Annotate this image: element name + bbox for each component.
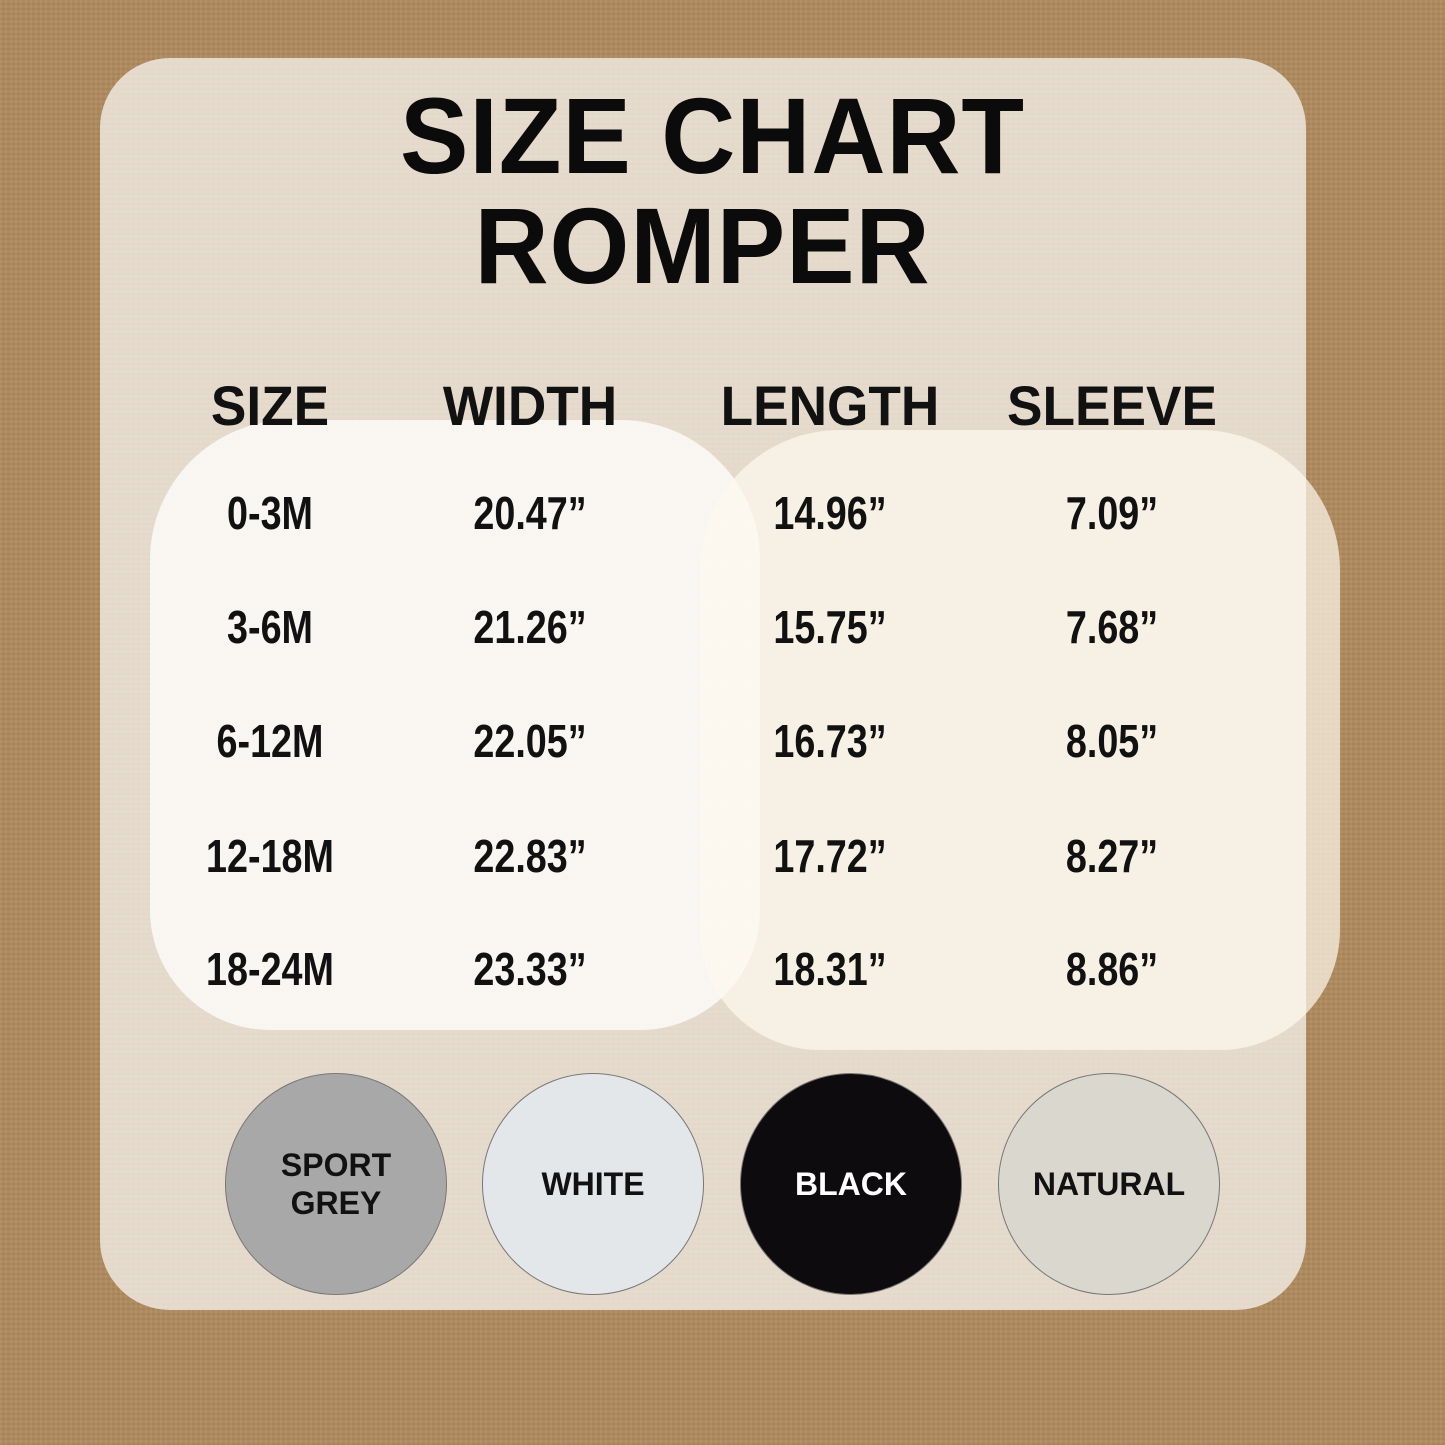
- swatch-label-line1: WHITE: [541, 1165, 645, 1202]
- cell-size: 3-6M: [227, 601, 313, 653]
- cell-width: 22.83”: [473, 830, 587, 882]
- title-line1: SIZE CHART: [399, 75, 1026, 196]
- cell-sleeve: 8.05”: [1065, 715, 1159, 767]
- header-sleeve: SLEEVE: [1007, 374, 1217, 437]
- cell-width: 23.33”: [473, 943, 587, 995]
- natural-romper-image: [700, 430, 1340, 1050]
- white-romper-image: [150, 420, 760, 1030]
- header-width: WIDTH: [442, 374, 618, 437]
- cell-size: 18-24M: [206, 943, 334, 995]
- swatch-black: BLACK: [740, 1073, 962, 1295]
- cell-size: 12-18M: [206, 830, 334, 882]
- swatch-label-line2: GREY: [290, 1185, 382, 1221]
- swatch-label-line1: BLACK: [795, 1165, 907, 1202]
- swatch-sport-grey: SPORT GREY: [225, 1073, 447, 1295]
- cell-width: 22.05”: [473, 715, 587, 767]
- cell-width: 20.47”: [473, 487, 587, 539]
- cell-width: 21.26”: [473, 601, 587, 653]
- cell-sleeve: 7.68”: [1065, 601, 1159, 653]
- swatch-label: BLACK: [795, 1165, 907, 1203]
- header-size: SIZE: [210, 374, 330, 437]
- cell-length: 14.96”: [773, 487, 887, 539]
- swatch-label: NATURAL: [1033, 1165, 1185, 1203]
- swatch-natural: NATURAL: [998, 1073, 1220, 1295]
- swatch-label: SPORT GREY: [281, 1146, 391, 1223]
- cell-size: 6-12M: [216, 715, 324, 767]
- cell-length: 18.31”: [773, 943, 887, 995]
- cell-sleeve: 8.27”: [1065, 830, 1159, 882]
- swatch-white: WHITE: [482, 1073, 704, 1295]
- title-line2: ROMPER: [474, 185, 931, 306]
- cell-size: 0-3M: [227, 487, 313, 539]
- header-length: LENGTH: [720, 374, 940, 437]
- swatch-label-line1: NATURAL: [1032, 1165, 1186, 1202]
- cell-sleeve: 8.86”: [1065, 943, 1159, 995]
- cell-length: 16.73”: [773, 715, 887, 767]
- cell-sleeve: 7.09”: [1065, 487, 1159, 539]
- cell-length: 15.75”: [773, 601, 887, 653]
- cell-length: 17.72”: [773, 830, 887, 882]
- swatch-label: WHITE: [541, 1165, 644, 1203]
- swatch-label-line1: SPORT: [280, 1146, 392, 1183]
